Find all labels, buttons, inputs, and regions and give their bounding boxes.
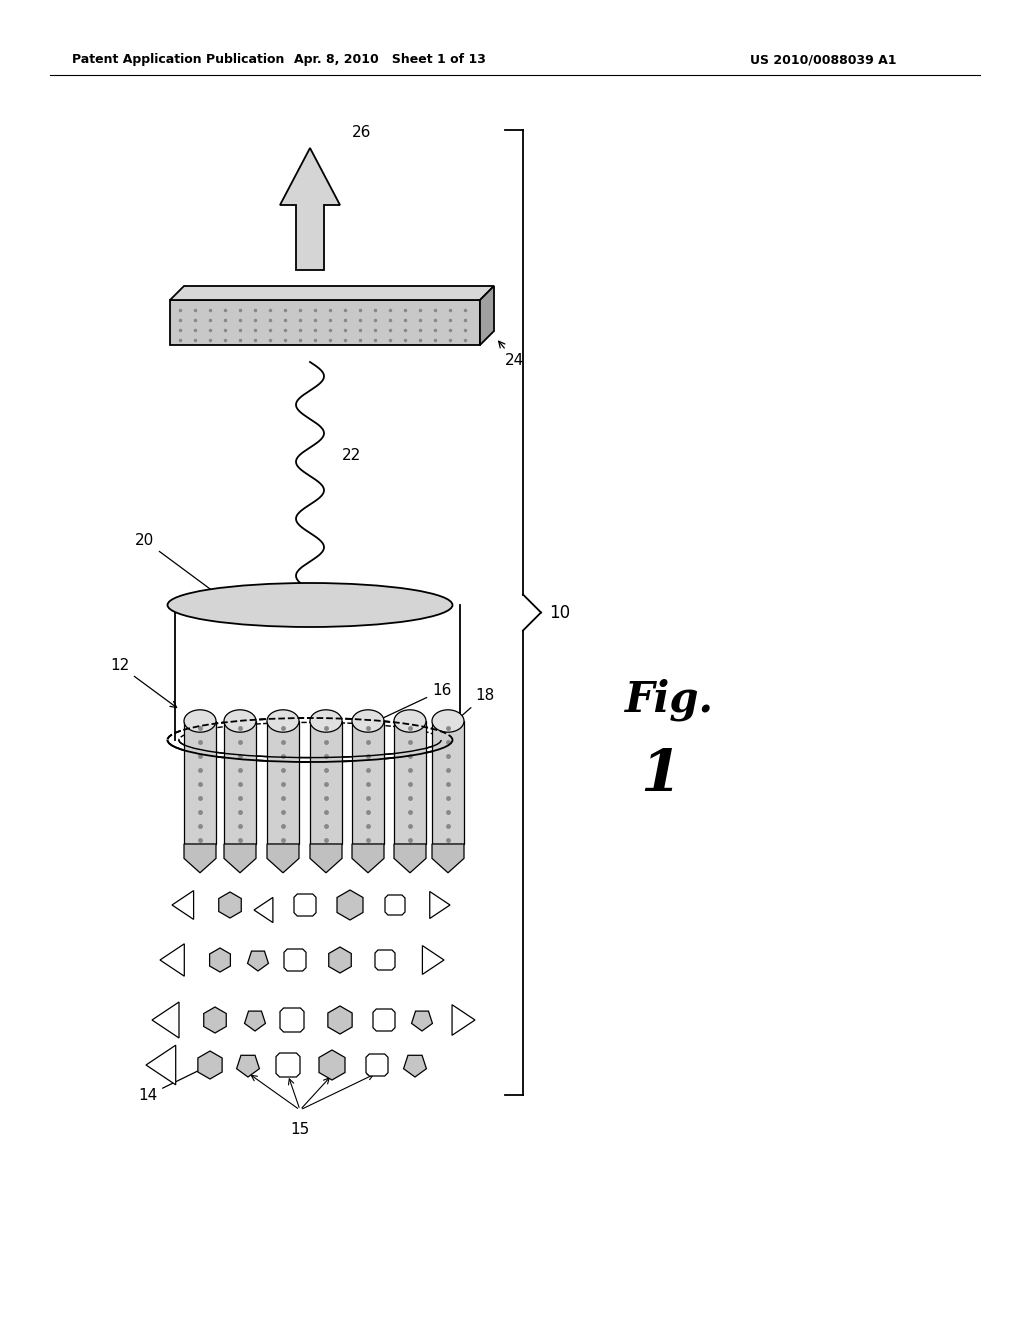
Polygon shape: [254, 898, 273, 923]
Polygon shape: [160, 944, 184, 977]
Polygon shape: [146, 1045, 176, 1085]
Polygon shape: [237, 1055, 259, 1077]
Polygon shape: [219, 892, 242, 917]
Text: US 2010/0088039 A1: US 2010/0088039 A1: [750, 54, 896, 66]
Text: 15: 15: [291, 1122, 309, 1137]
Polygon shape: [352, 721, 384, 843]
Text: Patent Application Publication: Patent Application Publication: [72, 54, 285, 66]
Text: Apr. 8, 2010   Sheet 1 of 13: Apr. 8, 2010 Sheet 1 of 13: [294, 54, 486, 66]
Text: 22: 22: [342, 449, 361, 463]
Ellipse shape: [352, 710, 384, 733]
Polygon shape: [432, 843, 464, 873]
Polygon shape: [329, 946, 351, 973]
Polygon shape: [366, 1053, 388, 1076]
Polygon shape: [403, 1055, 426, 1077]
Polygon shape: [170, 300, 480, 345]
Text: 24: 24: [499, 341, 524, 368]
Polygon shape: [337, 890, 362, 920]
Polygon shape: [452, 1005, 475, 1035]
Ellipse shape: [267, 710, 299, 733]
Polygon shape: [224, 843, 256, 873]
Polygon shape: [432, 721, 464, 843]
Text: 18: 18: [443, 688, 495, 733]
Polygon shape: [280, 148, 340, 271]
Text: 12: 12: [110, 657, 176, 708]
Polygon shape: [394, 721, 426, 843]
Polygon shape: [175, 605, 460, 741]
Polygon shape: [310, 721, 342, 843]
Polygon shape: [422, 945, 444, 974]
Polygon shape: [276, 1053, 300, 1077]
Text: 20: 20: [135, 533, 221, 598]
Text: 14: 14: [138, 1067, 206, 1104]
Ellipse shape: [168, 583, 453, 627]
Polygon shape: [245, 1011, 265, 1031]
Polygon shape: [184, 721, 216, 843]
Polygon shape: [480, 286, 494, 345]
Polygon shape: [280, 1008, 304, 1032]
Text: Fig.: Fig.: [625, 678, 714, 721]
Polygon shape: [284, 949, 306, 972]
Polygon shape: [294, 894, 316, 916]
Polygon shape: [394, 843, 426, 873]
Ellipse shape: [224, 710, 256, 733]
Polygon shape: [373, 1008, 395, 1031]
Ellipse shape: [432, 710, 464, 733]
Polygon shape: [248, 952, 268, 972]
Polygon shape: [319, 1049, 345, 1080]
Polygon shape: [310, 843, 342, 873]
Text: 1: 1: [640, 747, 681, 804]
Polygon shape: [385, 895, 406, 915]
Polygon shape: [267, 721, 299, 843]
Polygon shape: [328, 1006, 352, 1034]
Ellipse shape: [184, 710, 216, 733]
Text: 16: 16: [372, 682, 452, 723]
Polygon shape: [184, 843, 216, 873]
Polygon shape: [204, 1007, 226, 1034]
Text: 26: 26: [352, 125, 372, 140]
Ellipse shape: [168, 718, 453, 762]
Text: 10: 10: [549, 603, 570, 622]
Polygon shape: [352, 843, 384, 873]
Ellipse shape: [310, 710, 342, 733]
Polygon shape: [210, 948, 230, 972]
Polygon shape: [172, 891, 194, 920]
Polygon shape: [224, 721, 256, 843]
Polygon shape: [412, 1011, 432, 1031]
Polygon shape: [152, 1002, 179, 1038]
Polygon shape: [198, 1051, 222, 1078]
Polygon shape: [430, 891, 450, 919]
Polygon shape: [170, 286, 494, 300]
Polygon shape: [375, 950, 395, 970]
Ellipse shape: [394, 710, 426, 733]
Polygon shape: [267, 843, 299, 873]
